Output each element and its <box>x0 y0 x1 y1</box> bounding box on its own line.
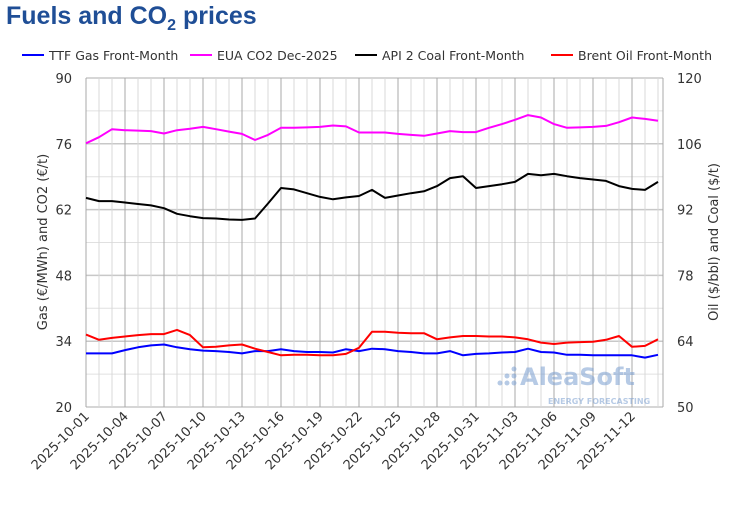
grid <box>85 77 664 408</box>
y-tick-label-left: 20 <box>55 401 72 416</box>
series-line-ttf-gas-front-month <box>86 343 659 359</box>
y-tick-label-left: 76 <box>55 138 72 153</box>
y-tick-label-left: 62 <box>55 204 72 219</box>
legend-label: TTF Gas Front-Month <box>48 48 178 63</box>
legend-item: EUA CO2 Dec-2025 <box>190 48 338 63</box>
legend-item: Brent Oil Front-Month <box>551 48 712 63</box>
legend-item: API 2 Coal Front-Month <box>355 48 524 63</box>
y-tick-label-left: 90 <box>55 72 72 87</box>
chart-title: Fuels and CO2 prices <box>6 2 257 35</box>
y-axis-label-left: Gas (€/MWh) and CO2 (€/t) <box>36 154 51 330</box>
y-tick-label-right: 78 <box>677 269 694 284</box>
series-line-brent-oil-front-month <box>85 328 659 357</box>
title-subscript: 2 <box>167 17 177 34</box>
title-main: Fuels and CO <box>6 2 168 30</box>
series-lines <box>85 114 659 359</box>
legend-label: API 2 Coal Front-Month <box>382 48 524 63</box>
y-tick-label-right: 120 <box>677 72 702 87</box>
y-tick-label-left: 48 <box>55 269 72 284</box>
y-tick-label-right: 92 <box>677 204 694 219</box>
series-line-eua-co2-dec-2025 <box>85 114 659 145</box>
title-rest: prices <box>176 2 257 30</box>
series-line-api-2-coal-front-month <box>85 172 659 221</box>
watermark-logo-icon <box>497 366 517 386</box>
legend: TTF Gas Front-Month EUA CO2 Dec-2025 API 2… <box>22 48 712 63</box>
legend-label: EUA CO2 Dec-2025 <box>217 48 338 63</box>
y-tick-label-left: 34 <box>55 335 72 350</box>
y-tick-label-right: 106 <box>677 138 702 153</box>
y-tick-label-right: 50 <box>677 401 694 416</box>
legend-item: TTF Gas Front-Month <box>22 48 178 63</box>
y-axis-label-right: Oil ($/bbl) and Coal ($/t) <box>707 163 722 321</box>
watermark: AleaSoft ENERGY FORECASTING <box>497 363 650 406</box>
legend-label: Brent Oil Front-Month <box>578 48 712 63</box>
watermark-brand: AleaSoft <box>520 363 635 391</box>
y-tick-label-right: 64 <box>677 335 694 350</box>
watermark-tagline: ENERGY FORECASTING <box>548 397 650 406</box>
